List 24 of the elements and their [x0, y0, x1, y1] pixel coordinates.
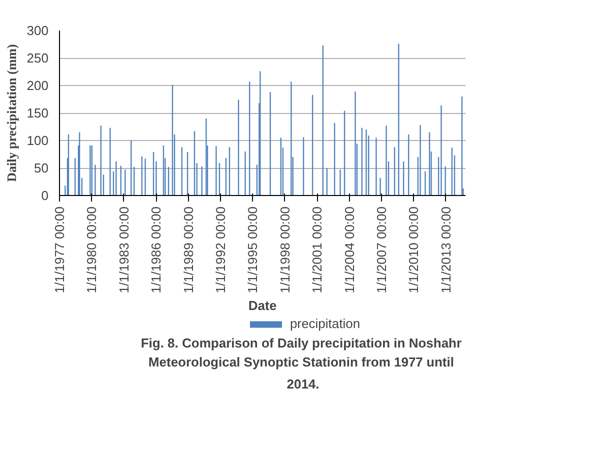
x-tick-label: 1/1/2001 00:00 [310, 206, 325, 294]
x-tick-label: 1/1/1998 00:00 [277, 206, 292, 294]
legend-label: precipitation [290, 316, 360, 331]
y-tick-label: 150 [26, 106, 49, 120]
y-tick-label: 250 [26, 50, 49, 66]
y-tick-label: 50 [34, 160, 49, 176]
y-tick-label: 0 [41, 188, 49, 203]
x-tick-label: 1/1/1992 00:00 [212, 206, 228, 294]
x-tick-label: 1/1/1995 00:00 [245, 206, 260, 294]
x-tick-label: 1/1/2004 00:00 [342, 206, 357, 294]
y-tick-label: 200 [26, 78, 49, 93]
x-tick-label: 1/1/1980 00:00 [84, 206, 100, 294]
x-tick-label: 1/1/1986 00:00 [148, 206, 164, 294]
y-axis-title: Daily precipitation (mm) [4, 44, 19, 182]
x-tick-label: 1/1/1989 00:00 [180, 206, 196, 294]
y-tick-label: 300 [26, 23, 49, 38]
x-tick-label: 1/1/2007 00:00 [374, 206, 389, 294]
x-tick-label: 1/1/2010 00:00 [406, 206, 422, 294]
x-tick-label: 1/1/1977 00:00 [52, 206, 67, 294]
y-tick-label: 100 [26, 133, 49, 148]
x-axis-title: Date [248, 298, 277, 314]
caption: Fig. 8. Comparison of Daily precipitation in Noshahr Meteorological Synoptic Stationin from 1977 until 2014. [140, 336, 462, 392]
x-tick-label: 1/1/1983 00:00 [116, 206, 132, 294]
x-tick-label: 1/1/2013 00:00 [438, 206, 454, 294]
